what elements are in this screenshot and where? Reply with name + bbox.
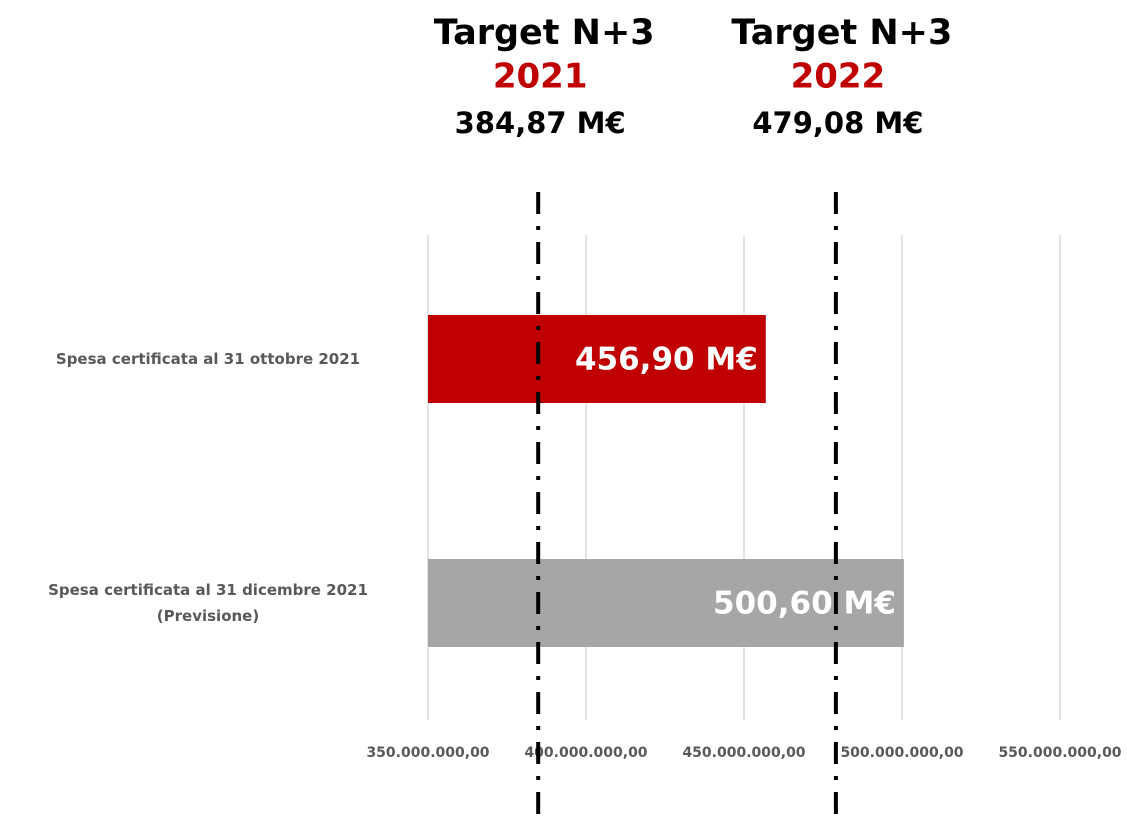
target-year: 2021 [493, 57, 588, 97]
target-value: 384,87 M€ [455, 106, 626, 140]
x-tick-label: 450.000.000,00 [682, 745, 805, 761]
target-year: 2022 [791, 57, 886, 97]
bar [428, 559, 904, 647]
x-tick-label: 500.000.000,00 [840, 745, 963, 761]
target-title: Target N+3 [434, 13, 655, 53]
x-tick-label: 350.000.000,00 [366, 745, 489, 761]
x-tick-label: 550.000.000,00 [998, 745, 1121, 761]
value-label: 500,60 M€ [713, 586, 896, 622]
bar [428, 315, 766, 403]
target-title: Target N+3 [731, 13, 952, 53]
category-label: Spesa certificata al 31 ottobre 2021 [55, 350, 361, 368]
x-tick-label: 400.000.000,00 [524, 745, 647, 761]
target-value: 479,08 M€ [752, 106, 923, 140]
value-label: 456,90 M€ [575, 342, 758, 378]
category-label: Spesa certificata al 31 dicembre 2021 (P… [48, 581, 368, 625]
